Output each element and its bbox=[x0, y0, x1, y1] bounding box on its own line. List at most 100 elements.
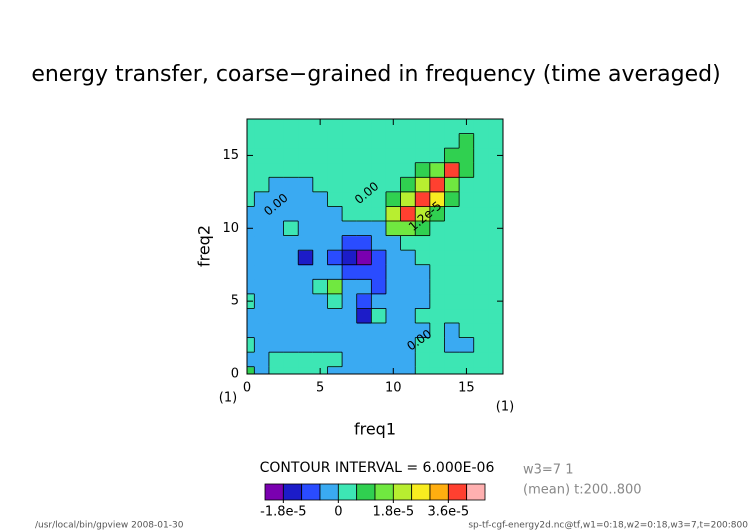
field-cell bbox=[268, 264, 285, 280]
field-cell bbox=[298, 308, 314, 324]
field-cell bbox=[283, 264, 299, 280]
field-cell bbox=[356, 206, 372, 222]
field-cell bbox=[473, 162, 489, 178]
field-cell bbox=[459, 235, 475, 251]
field-cell bbox=[312, 133, 329, 149]
field-cell bbox=[444, 133, 460, 149]
colorbar-tick-label: 1.8e-5 bbox=[373, 505, 415, 520]
colorbar-tick-label: -1.8e-5 bbox=[260, 505, 306, 520]
field-cell bbox=[268, 235, 285, 251]
field-cell bbox=[327, 235, 343, 251]
field-cell bbox=[459, 264, 475, 280]
field-cell bbox=[444, 264, 460, 280]
field-cell bbox=[429, 177, 446, 193]
plot-frame bbox=[246, 118, 504, 375]
field-cell bbox=[342, 177, 358, 193]
colorbar-box bbox=[411, 483, 431, 501]
field-cell bbox=[488, 293, 503, 310]
colorbar-tick-label: 0 bbox=[334, 505, 342, 520]
field-cell bbox=[283, 162, 299, 178]
field-cell bbox=[298, 250, 314, 266]
field-cell bbox=[283, 221, 299, 237]
field-cell bbox=[247, 235, 255, 251]
field-cell bbox=[444, 293, 460, 310]
field-cell bbox=[415, 293, 431, 310]
field-cell bbox=[459, 206, 475, 222]
field-cell bbox=[415, 235, 431, 251]
field-cell bbox=[283, 133, 299, 149]
field-cell bbox=[473, 279, 489, 295]
field-cell bbox=[327, 148, 343, 164]
field-cell bbox=[268, 308, 285, 324]
field-cell bbox=[283, 308, 299, 324]
field-cell bbox=[298, 337, 314, 353]
field-cell bbox=[488, 235, 503, 251]
field-cell bbox=[459, 308, 475, 324]
field-cell bbox=[459, 279, 475, 295]
field-cell bbox=[371, 293, 387, 310]
field-cell bbox=[254, 235, 270, 251]
field-cell bbox=[473, 206, 489, 222]
field-cell bbox=[356, 162, 372, 178]
field-cell bbox=[371, 133, 387, 149]
field-cell bbox=[254, 337, 270, 353]
field-cell bbox=[312, 352, 329, 368]
field-cell bbox=[247, 352, 255, 368]
field-cell bbox=[356, 323, 372, 339]
field-cell bbox=[400, 133, 416, 149]
field-cell bbox=[283, 206, 299, 222]
field-cell bbox=[247, 177, 255, 193]
field-cell bbox=[247, 162, 255, 178]
field-cell bbox=[385, 191, 402, 208]
field-cell bbox=[312, 206, 329, 222]
field-cell bbox=[400, 177, 416, 193]
field-cell bbox=[371, 279, 387, 295]
field-cell bbox=[327, 191, 343, 208]
field-cell bbox=[298, 191, 314, 208]
field-cell bbox=[473, 177, 489, 193]
field-cell bbox=[371, 366, 387, 374]
field-cell bbox=[254, 191, 270, 208]
field-cell bbox=[298, 293, 314, 310]
field-cell bbox=[488, 177, 503, 193]
field-cell bbox=[385, 264, 402, 280]
field-cell bbox=[268, 250, 285, 266]
field-cell bbox=[247, 206, 255, 222]
field-cell bbox=[327, 279, 343, 295]
field-cell bbox=[444, 308, 460, 324]
field-cell bbox=[400, 119, 416, 135]
field-cell bbox=[400, 191, 416, 208]
field-cell bbox=[356, 366, 372, 374]
field-cell bbox=[459, 293, 475, 310]
field-cell bbox=[268, 279, 285, 295]
field-cell bbox=[342, 148, 358, 164]
field-cell bbox=[342, 264, 358, 280]
field-cell bbox=[444, 177, 460, 193]
field-cell bbox=[342, 133, 358, 149]
field-cell bbox=[473, 250, 489, 266]
x-unit: (1) bbox=[496, 400, 514, 415]
field-cell bbox=[298, 352, 314, 368]
field-cell bbox=[298, 162, 314, 178]
field-cell bbox=[312, 250, 329, 266]
field-cell bbox=[356, 235, 372, 251]
field-cell bbox=[385, 323, 402, 339]
field-cell bbox=[283, 177, 299, 193]
field-cell bbox=[429, 293, 446, 310]
field-cell bbox=[429, 119, 446, 135]
field-cell bbox=[247, 191, 255, 208]
field-cell bbox=[429, 162, 446, 178]
field-cell bbox=[459, 323, 475, 339]
field-cell bbox=[371, 119, 387, 135]
field-cell bbox=[459, 148, 475, 164]
colorbar-box bbox=[447, 483, 468, 501]
contour-interval: CONTOUR INTERVAL = 6.000E-06 bbox=[260, 460, 495, 476]
field-cell bbox=[429, 264, 446, 280]
field-cell bbox=[247, 323, 255, 339]
field-cell bbox=[444, 119, 460, 135]
field-cell bbox=[415, 323, 431, 339]
field-cell bbox=[371, 162, 387, 178]
field-cell bbox=[415, 191, 431, 208]
field-cell bbox=[385, 235, 402, 251]
field-cell bbox=[312, 337, 329, 353]
